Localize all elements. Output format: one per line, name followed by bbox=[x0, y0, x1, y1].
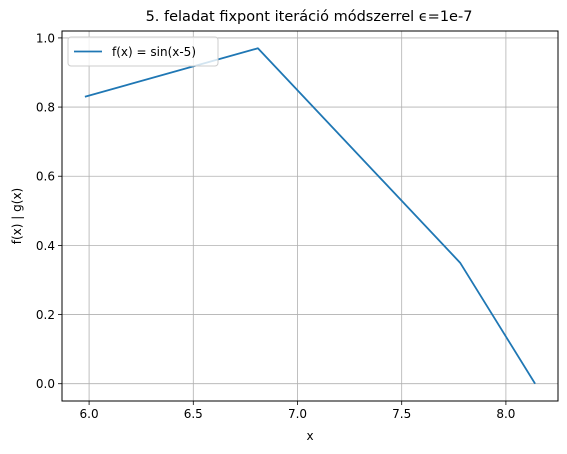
series-line bbox=[84, 47, 536, 385]
y-tick-label: 0.4 bbox=[36, 239, 55, 253]
x-tick-label: 6.5 bbox=[184, 407, 203, 421]
y-tick-label: 0.6 bbox=[36, 170, 55, 184]
grid bbox=[62, 31, 558, 401]
series-layer bbox=[84, 47, 536, 385]
x-tick-label: 8.0 bbox=[496, 407, 515, 421]
y-axis-label: f(x) | g(x) bbox=[10, 188, 24, 244]
y-tick-label: 1.0 bbox=[36, 31, 55, 45]
x-tick-label: 7.0 bbox=[288, 407, 307, 421]
x-axis-label: x bbox=[306, 429, 313, 443]
chart-title: 5. feladat fixpont iteráció módszerrel ϵ… bbox=[146, 9, 473, 25]
legend-label: f(x) = sin(x-5) bbox=[112, 45, 196, 59]
x-tick-label: 6.0 bbox=[80, 407, 99, 421]
ticks: 6.0 6.5 7.0 7.5 8.0 0.0 0.2 0.4 0.6 0.8 1.0 bbox=[36, 31, 516, 421]
legend-box bbox=[67, 36, 219, 67]
y-tick-label: 0.2 bbox=[36, 308, 55, 322]
y-tick-label: 0.8 bbox=[36, 101, 55, 115]
plot-frame bbox=[61, 30, 559, 402]
legend: f(x) = sin(x-5) bbox=[67, 36, 219, 67]
x-tick-label: 7.5 bbox=[392, 407, 411, 421]
y-tick-label: 0.0 bbox=[36, 377, 55, 391]
